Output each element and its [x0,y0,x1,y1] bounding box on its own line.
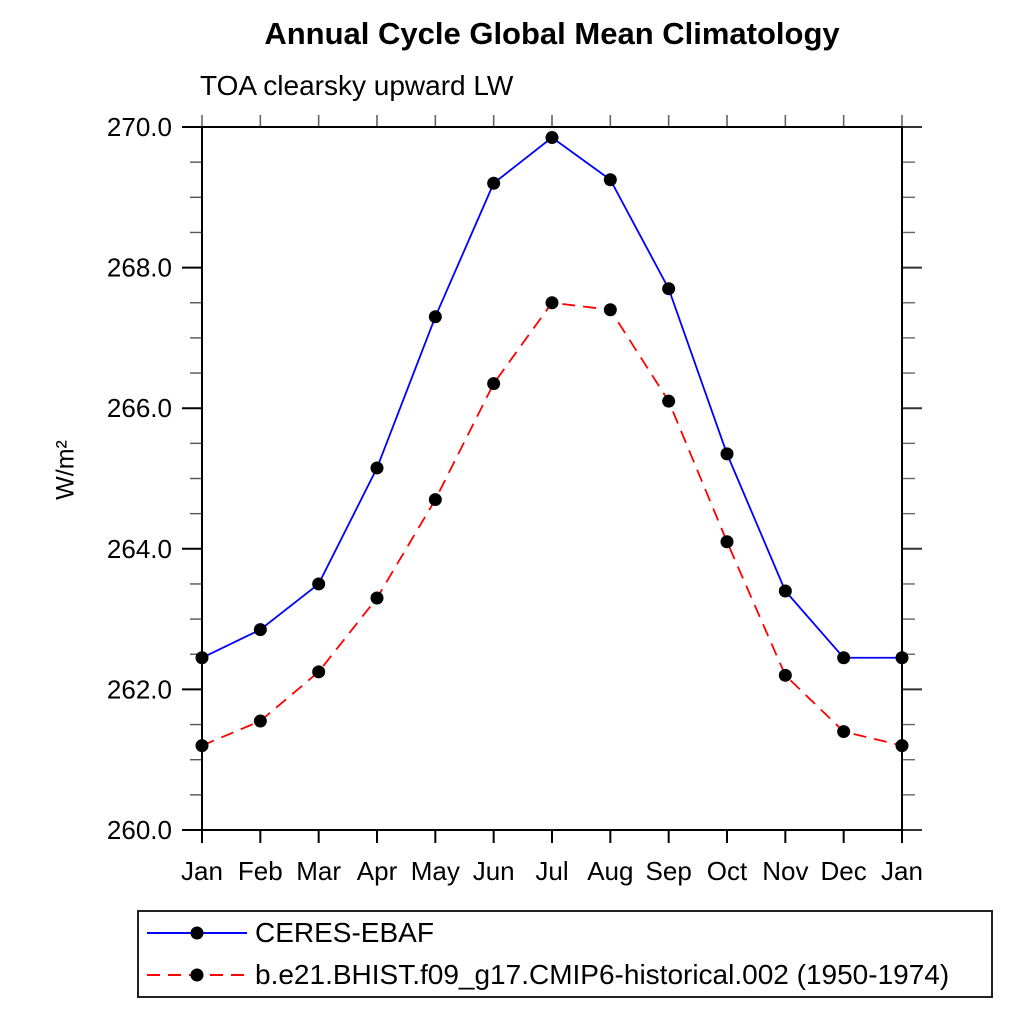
data-point-1-apr-3 [370,591,384,605]
legend-line-sample-model-icon [147,968,247,982]
y-tick-label: 268.0 [107,253,172,283]
chart-subtitle: TOA clearsky upward LW [200,70,514,101]
y-tick-label: 260.0 [107,815,172,845]
x-tick-label: Aug [587,856,633,886]
data-point-1-aug-7 [603,303,617,317]
legend-label-ceres: CERES-EBAF [255,917,434,948]
data-point-1-sep-8 [662,394,676,408]
data-point-1-mar-2 [312,665,326,679]
data-point-0-jan-12 [895,651,909,665]
y-tick-label: 262.0 [107,674,172,704]
data-point-1-oct-9 [720,535,734,549]
legend-row-ceres: CERES-EBAF [143,913,991,953]
data-point-0-apr-3 [370,461,384,475]
data-point-0-sep-8 [662,282,676,296]
data-point-1-jan-12 [895,739,909,753]
x-tick-label: Mar [296,856,341,886]
data-point-0-mar-2 [312,577,326,591]
data-point-1-nov-10 [778,668,792,682]
x-tick-label: Jun [473,856,515,886]
data-point-1-may-4 [428,493,442,507]
y-tick-label: 266.0 [107,393,172,423]
x-tick-label: Sep [646,856,692,886]
data-point-1-jan-0 [195,739,209,753]
legend-line-sample-ceres-icon [147,926,247,940]
data-point-0-feb-1 [253,623,267,637]
data-point-1-dec-11 [837,725,851,739]
series-line-1 [201,301,903,747]
x-tick-label: Feb [238,856,283,886]
plot-area: 260.0 262.0 264.0 266.0 268.0 270.0 Jan Feb Mar A… [107,112,923,886]
data-point-0-jul-6 [545,131,559,145]
data-point-1-jun-5 [487,377,501,391]
x-tick-label: Oct [707,856,748,886]
series-line-0 [201,136,902,659]
x-tick-label: May [411,856,460,886]
x-tick-label: Dec [821,856,867,886]
x-tick-label: Nov [762,856,808,886]
data-point-0-jun-5 [487,176,501,190]
legend-row-model: b.e21.BHIST.f09_g17.CMIP6-historical.002… [143,955,991,995]
legend-label-model: b.e21.BHIST.f09_g17.CMIP6-historical.002… [255,959,950,990]
data-point-0-oct-9 [720,447,734,461]
x-tick-label: Jan [881,856,923,886]
x-tick-label: Apr [357,856,398,886]
chart-title: Annual Cycle Global Mean Climatology [264,16,840,51]
x-tick-label: Jan [181,856,223,886]
data-point-0-aug-7 [603,173,617,187]
data-point-1-feb-1 [253,714,267,728]
data-point-0-dec-11 [837,651,851,665]
data-point-0-jan-0 [195,651,209,665]
plot-frame [201,126,903,831]
legend-marker-0-icon [190,926,204,940]
y-tick-label: 264.0 [107,534,172,564]
x-tick-label: Jul [535,856,568,886]
data-point-0-nov-10 [778,584,792,598]
y-tick-label: 270.0 [107,112,172,142]
data-point-1-jul-6 [545,296,559,310]
legend-marker-1-icon [190,968,204,982]
data-point-0-may-4 [428,310,442,324]
legend: CERES-EBAF b.e21.BHIST.f09_g17.CMIP6-his… [137,910,993,998]
